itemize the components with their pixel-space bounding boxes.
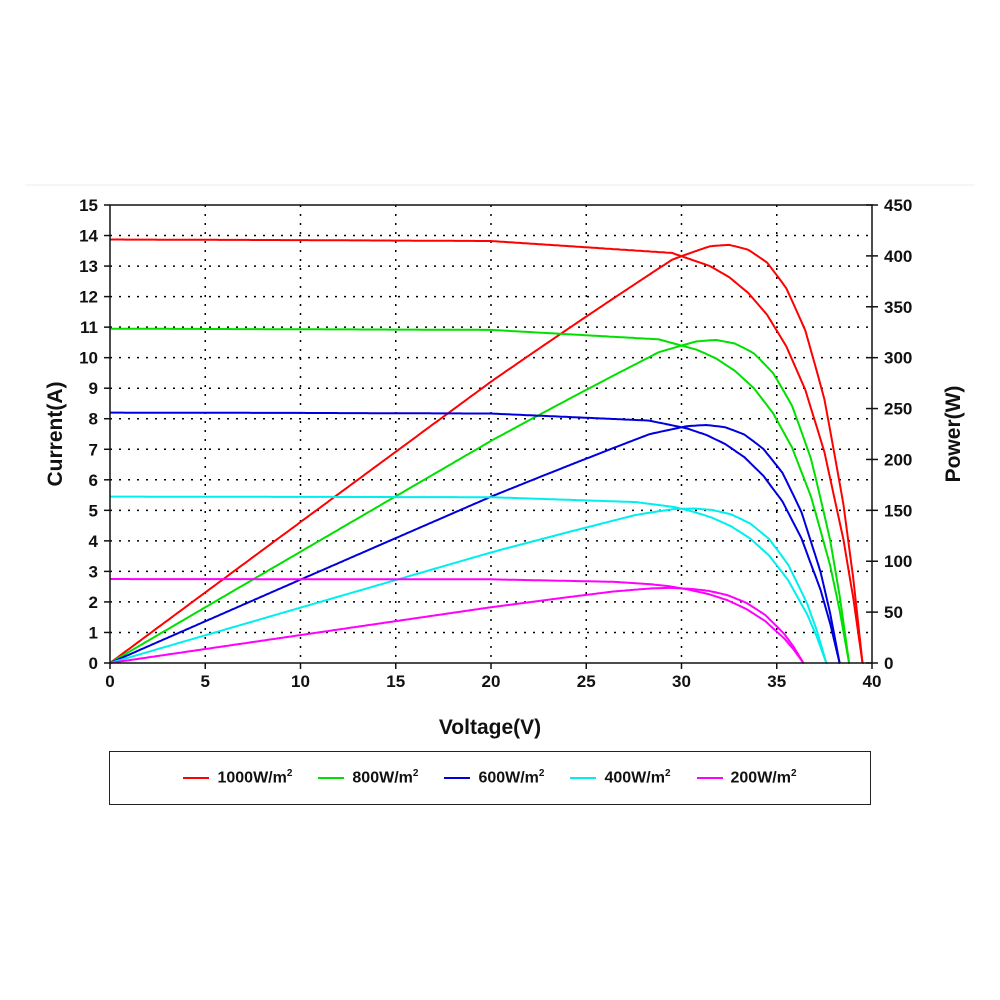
legend-superscript: 2 (538, 768, 545, 780)
legend-swatch (696, 776, 723, 779)
pv-curve-3 (109, 507, 828, 664)
y-tick-label: 10 (79, 349, 98, 368)
grid (110, 205, 872, 663)
pv-curve-2 (109, 423, 841, 664)
legend-label: 400W/m2 (604, 768, 671, 787)
legend-superscript: 2 (790, 768, 797, 780)
iv-curve-4 (110, 578, 805, 664)
legend-item: 800W/m2 (318, 768, 418, 787)
y2-tick-label: 250 (884, 400, 912, 419)
x-axis-title: Voltage(V) (439, 716, 541, 739)
legend-swatch (318, 776, 345, 779)
iv-curve-2 (110, 411, 841, 664)
y-tick-label: 5 (89, 501, 98, 520)
y-tick-label: 0 (89, 654, 98, 673)
y-tick-label: 13 (79, 257, 98, 276)
y-tick-label: 8 (89, 410, 98, 429)
y-tick-label: 15 (79, 196, 98, 215)
legend-label: 600W/m2 (478, 768, 545, 787)
x-tick-label: 20 (482, 672, 501, 691)
ticks: 0 5 10 15 20 25 30 35 40012345678910111213141505… (79, 196, 912, 691)
legend-label: 800W/m2 (352, 768, 419, 787)
x-tick-label: 0 (105, 672, 114, 691)
legend-item: 1000W/m2 (183, 768, 292, 787)
y-tick-label: 9 (89, 379, 98, 398)
y-tick-label: 14 (79, 227, 98, 246)
x-tick-label: 5 (201, 672, 210, 691)
y-tick-label: 3 (89, 562, 98, 581)
curves (109, 238, 864, 664)
y-tick-label: 7 (89, 440, 98, 459)
legend-item: 200W/m2 (696, 768, 797, 787)
pv-curve-4 (109, 586, 805, 664)
legend-superscript: 2 (286, 768, 293, 780)
y2-tick-label: 150 (884, 501, 912, 520)
legend-swatch (570, 776, 597, 779)
legend-swatch (444, 776, 471, 779)
legend-label: 200W/m2 (730, 768, 797, 787)
y2-tick-label: 300 (884, 349, 912, 368)
y-tick-label: 6 (89, 471, 98, 490)
x-tick-label: 25 (577, 672, 596, 691)
y-axis-title: Current(A) (44, 382, 67, 487)
legend-item: 400W/m2 (570, 768, 671, 787)
legend-item: 600W/m2 (444, 768, 544, 787)
iv-curve-3 (110, 495, 828, 664)
legend: 1000W/m2 800W/m2 600W/m2 400W/m2 200W/m2 (109, 751, 871, 805)
pv-curve-0 (109, 243, 864, 664)
legend-swatch (183, 776, 210, 779)
legend-superscript: 2 (412, 768, 419, 780)
y-tick-label: 11 (80, 318, 98, 337)
y-tick-label: 12 (79, 288, 98, 307)
x-tick-label: 10 (291, 672, 310, 691)
y2-axis-title: Power(W) (942, 386, 965, 483)
y2-tick-label: 350 (884, 298, 912, 317)
x-tick-label: 35 (767, 672, 786, 691)
plot-frame (109, 204, 873, 664)
y2-tick-label: 50 (884, 603, 903, 622)
x-tick-label: 15 (386, 672, 405, 691)
iv-curve-1 (110, 327, 851, 664)
iv-curve-0 (110, 238, 864, 664)
x-tick-label: 30 (672, 672, 691, 691)
y2-tick-label: 450 (884, 196, 912, 215)
pv-curve-1 (109, 338, 851, 664)
y2-tick-label: 0 (884, 654, 893, 673)
y2-tick-label: 400 (884, 247, 912, 266)
y-tick-label: 4 (89, 532, 99, 551)
y2-tick-label: 100 (884, 552, 912, 571)
y-tick-label: 1 (89, 623, 98, 642)
legend-superscript: 2 (664, 768, 671, 780)
x-tick-label: 40 (863, 672, 882, 691)
legend-label: 1000W/m2 (217, 768, 293, 787)
y2-tick-label: 200 (884, 450, 912, 469)
y-tick-label: 2 (89, 593, 98, 612)
